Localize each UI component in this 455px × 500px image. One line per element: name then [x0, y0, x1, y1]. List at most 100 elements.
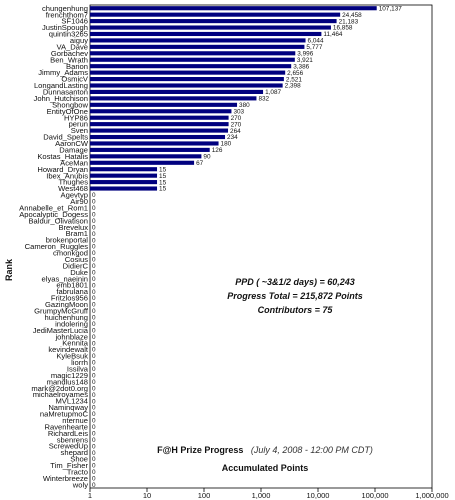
category-label: Gorbachev: [51, 49, 88, 58]
category-label: Ravenhearte: [45, 422, 88, 431]
value-label: 21,183: [339, 18, 359, 25]
category-label: frenchthom7: [46, 10, 88, 19]
category-label: Barion: [66, 62, 88, 71]
value-label: 0: [92, 295, 96, 302]
value-label: 0: [92, 347, 96, 354]
bar: [90, 44, 305, 49]
category-label: Winterbreeze: [43, 474, 88, 483]
category-label: AceMan: [60, 158, 88, 167]
category-label: Jimmy_Adams: [38, 68, 88, 77]
value-label: 0: [92, 373, 96, 380]
bar: [90, 115, 229, 120]
category-label: ScrewedUp: [49, 442, 88, 451]
value-label: 3,921: [297, 57, 313, 64]
chart-title: F@H Prize Progress: [157, 445, 243, 455]
value-label: 6,044: [308, 38, 324, 45]
category-label: Thughes: [58, 178, 88, 187]
x-axis-title: Accumulated Points: [222, 463, 309, 473]
category-label: nternue: [62, 416, 88, 425]
category-label: Tim_Fisher: [50, 461, 88, 470]
value-label: 1,087: [265, 89, 281, 96]
x-tick-label: 100: [198, 491, 211, 500]
category-label: emb1801: [56, 281, 88, 290]
bar: [90, 64, 292, 69]
category-label: Duke: [70, 268, 88, 277]
category-label: michaelroyames: [33, 390, 88, 399]
category-label: cmonkgod: [53, 249, 88, 258]
category-label: naMretupmoC: [40, 410, 89, 419]
category-label: RichardLeis: [48, 429, 88, 438]
bar: [90, 12, 341, 17]
x-tick-label: 10,000: [307, 491, 330, 500]
value-labels-group: 107,137 24,45821,18316,85811,4646,0445,77…: [92, 5, 402, 489]
category-label: mark@2dot0.org: [31, 384, 88, 393]
value-label: 0: [92, 315, 96, 322]
category-label: liorrh: [71, 358, 88, 367]
value-label: 380: [239, 102, 250, 109]
category-label: OsmicV: [61, 75, 89, 84]
value-label: 0: [92, 276, 96, 283]
value-label: 5,777: [306, 44, 322, 51]
x-tick-label: 1: [88, 491, 92, 500]
value-label: 0: [92, 231, 96, 238]
bar: [90, 186, 158, 191]
value-label: 270: [231, 115, 242, 122]
bar: [90, 57, 295, 62]
category-label: Bram1: [66, 229, 88, 238]
value-label: 0: [92, 282, 96, 289]
category-label: David_Spelts: [43, 133, 88, 142]
bar: [90, 160, 195, 165]
category-label: Fritzlos956: [51, 294, 88, 303]
category-label: fabrulana: [56, 287, 88, 296]
category-label: KyleBsuk: [56, 352, 88, 361]
value-label: 0: [92, 385, 96, 392]
chart-subtitle: (July 4, 2008 - 12:00 PM CDT): [251, 445, 373, 455]
value-label: 3,386: [293, 63, 309, 70]
value-label: 126: [212, 147, 223, 154]
value-label: 270: [231, 121, 242, 128]
bar: [90, 83, 283, 88]
bar: [90, 154, 202, 159]
value-label: 2,398: [285, 83, 301, 90]
category-label: Brevelux: [58, 223, 88, 232]
bar: [90, 25, 331, 30]
value-label: 24,458: [342, 12, 362, 19]
category-label: quintin3265: [49, 30, 88, 39]
value-label: 15: [159, 166, 167, 173]
value-label: 67: [196, 160, 204, 167]
category-label: JustinSpough: [42, 23, 88, 32]
category-label: shepard: [61, 448, 88, 457]
category-labels-group: chungenhungfrenchthom7SF1046JustinSpough…: [19, 4, 89, 490]
category-label: Cosius: [65, 255, 88, 264]
bar: [90, 51, 296, 56]
category-label: mandlus148: [47, 377, 88, 386]
category-label: chungenhung: [42, 4, 88, 13]
bar: [90, 76, 284, 82]
bar: [90, 180, 158, 185]
category-label: Kostas_Hatalis: [37, 152, 88, 161]
value-label: 0: [92, 398, 96, 405]
bar: [90, 6, 377, 11]
value-label: 0: [92, 469, 96, 476]
category-label: brokenportal: [46, 236, 89, 245]
bar: [90, 173, 158, 178]
category-label: huichenhung: [45, 313, 89, 322]
category-label: woly: [72, 480, 88, 489]
value-label: 0: [92, 411, 96, 418]
bar: [90, 147, 210, 152]
value-label: 107,137: [379, 5, 403, 12]
y-axis-title: Rank: [4, 258, 14, 281]
value-label: 0: [92, 424, 96, 431]
value-label: 90: [203, 154, 211, 161]
x-tick-label: 1,000: [252, 491, 271, 500]
value-label: 0: [92, 392, 96, 399]
bar: [90, 38, 306, 43]
value-label: 2,656: [287, 70, 303, 77]
value-label: 16,858: [333, 25, 353, 32]
category-label: Agevtyp: [61, 191, 88, 200]
value-label: 0: [92, 340, 96, 347]
value-label: 264: [230, 128, 241, 135]
value-label: 0: [92, 430, 96, 437]
value-label: 0: [92, 482, 96, 489]
